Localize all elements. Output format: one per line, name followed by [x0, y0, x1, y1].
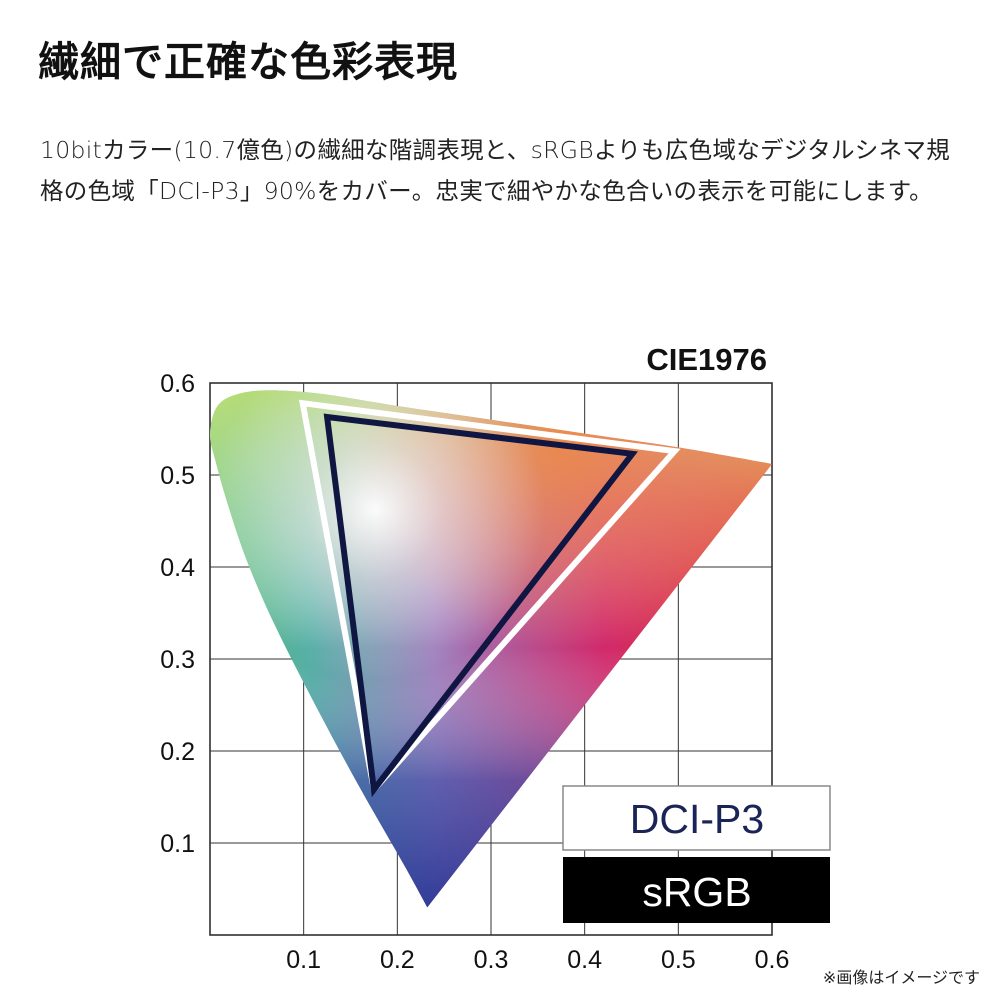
x-tick-label: 0.6 [755, 946, 790, 974]
series-dci-p3-triangle [299, 399, 681, 797]
x-tick-label: 0.2 [380, 946, 415, 974]
page-description: 10bitカラー(10.7億色)の繊細な階調表現と、sRGBよりも広色域なデジタ… [40, 130, 970, 212]
x-tick-label: 0.5 [661, 946, 696, 974]
x-tick-label: 0.1 [286, 946, 321, 974]
legend-srgb-box [563, 857, 830, 923]
gamut-triangles [299, 399, 681, 798]
x-tick-label: 0.4 [567, 946, 602, 974]
description-line-1: 10bitカラー(10.7億色)の繊細な階調表現と、sRGBよりも広色域なデジタ… [40, 136, 951, 164]
chart-title: CIE1976 [646, 342, 767, 377]
y-tick-label: 0.2 [160, 738, 195, 766]
legend-dci-p3-box [562, 785, 831, 851]
y-tick-label: 0.3 [160, 646, 195, 674]
page-title: 繊細で正確な色彩表現 [38, 38, 458, 86]
legend-dci-p3-label: DCI-P3 [630, 796, 764, 842]
x-tick-label: 0.3 [474, 946, 509, 974]
legend: DCI-P3 sRGB [562, 785, 831, 923]
footnote: ※画像はイメージです [822, 968, 980, 987]
y-tick-label: 0.1 [160, 830, 195, 858]
y-tick-label: 0.5 [160, 462, 195, 490]
legend-srgb-label: sRGB [642, 869, 751, 915]
y-tick-label: 0.4 [160, 554, 195, 582]
description-line-2: 格の色域「DCI-P3」90%をカバー。忠実で細やかな色合いの表示を可能にします… [40, 177, 933, 205]
axis-ticks: 0.1 0.2 0.3 0.4 0.5 0.6 0.1 0.2 0.3 0.4 0.5 0.6 [160, 370, 789, 974]
y-tick-label: 0.6 [160, 370, 195, 398]
series-srgb-triangle [323, 413, 638, 798]
